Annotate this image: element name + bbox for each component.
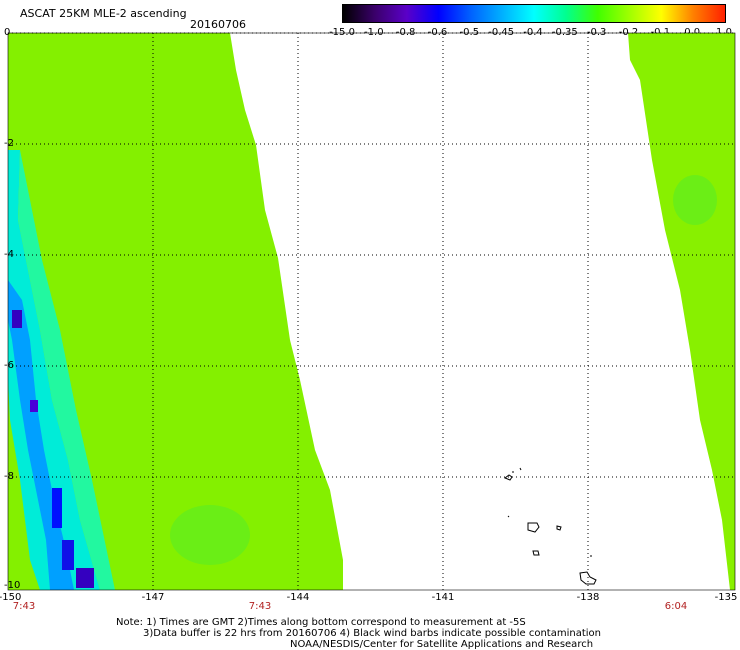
x-tick-label: -138 [576,592,600,603]
left-swath-blue-edge [8,280,74,590]
color-scale-tick-label: -15.0 [329,27,355,38]
y-tick-label: -8 [4,471,14,482]
left-swath-dark-cell [12,310,22,328]
left-swath-teal-band [18,150,115,590]
y-tick-label: 0 [4,27,11,38]
note-line-2: 3)Data buffer is 22 hrs from 20160706 4)… [143,628,601,639]
map-date: 20160706 [190,18,246,31]
left-swath-green-spot [170,505,250,565]
right-swath [628,33,735,590]
y-tick-label: -10 [4,580,21,591]
x-tick-label: -141 [431,592,455,603]
grid-lines [8,32,735,590]
time-label: 7:43 [12,601,36,612]
left-swath-dark-cell [30,400,38,412]
color-scale-tick-label: -0.45 [488,27,515,38]
left-swath-dark-cell [76,568,94,588]
island-outlines [503,467,597,585]
plot-frame [7,32,736,591]
color-scale-tick-label: -1.0 [364,27,384,38]
left-swath-dark-cell [52,488,62,528]
y-tick-label: -6 [4,360,14,371]
time-label: 7:43 [248,601,272,612]
x-tick-label: -144 [286,592,310,603]
note-line-3: NOAA/NESDIS/Center for Satellite Applica… [290,639,594,650]
y-tick-label: -4 [4,249,14,260]
x-tick-label: -135 [714,592,738,603]
y-tick-label: -2 [4,138,14,149]
left-swath-cyan-edge [8,150,100,590]
color-scale-bar [342,4,726,23]
color-scale-tick-label: -0.5 [459,27,480,38]
left-swath [8,33,343,590]
x-tick-label: -150 [0,592,22,603]
time-label: 6:04 [664,601,688,612]
right-swath-green-spot [673,175,717,225]
x-tick-label: -147 [141,592,165,603]
color-scale-tick-label: -0.6 [427,27,448,38]
map-title: ASCAT 25KM MLE-2 ascending [20,7,187,20]
left-swath-dark-cell [62,540,74,570]
color-scale-tick-label: -0.8 [395,27,416,38]
note-line-1: Note: 1) Times are GMT 2)Times along bot… [116,617,526,628]
